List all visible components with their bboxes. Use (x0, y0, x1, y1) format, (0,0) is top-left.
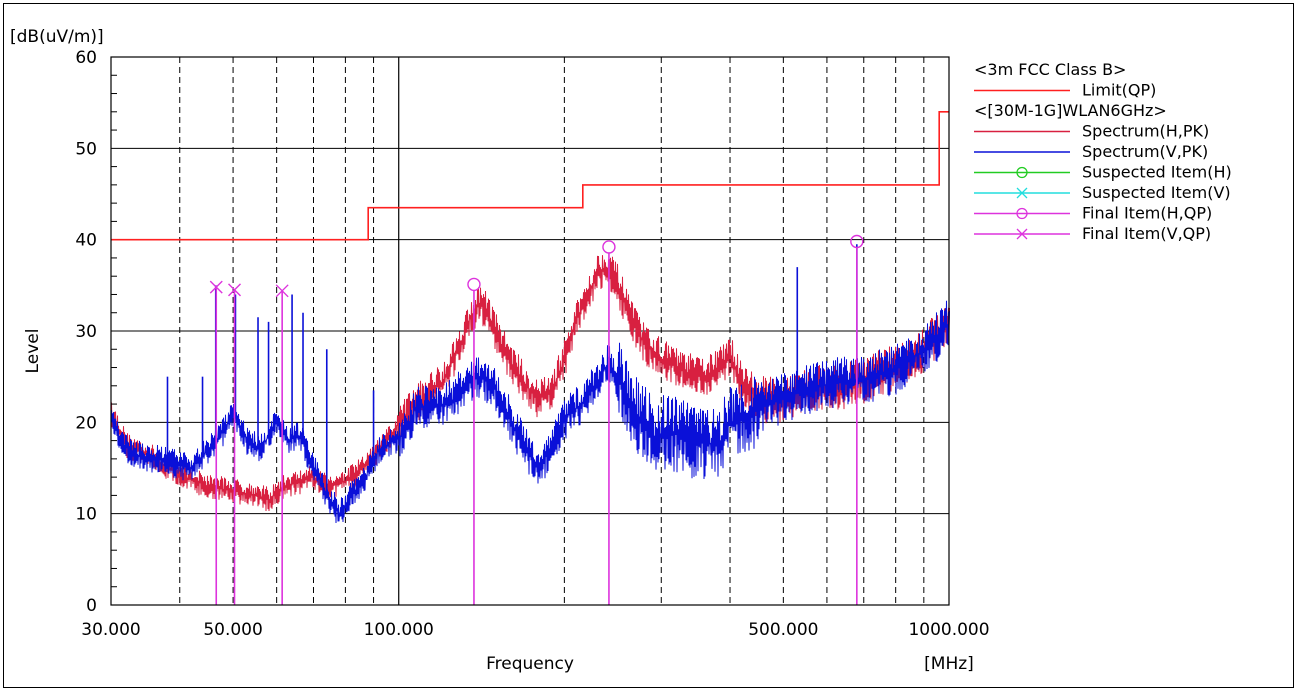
x-axis-label: Frequency (486, 654, 574, 674)
y-tick-label: 10 (75, 505, 97, 525)
y-tick-label: 40 (75, 231, 97, 251)
legend-label: Spectrum(V,PK) (1082, 142, 1208, 161)
x-tick-label: 500.000 (748, 620, 818, 640)
final-item-h-marker (850, 234, 864, 249)
y-tick-label: 0 (86, 596, 97, 616)
legend: <3m FCC Class B> Limit(QP)<[30M-1G]WLAN6G… (974, 60, 1232, 243)
final-item-h-marker (467, 277, 481, 292)
x-tick-label: 1000.000 (908, 620, 989, 640)
final-item-v-marker (228, 283, 242, 297)
legend-marker-circle (1016, 166, 1028, 179)
x-tick-label: 30.000 (81, 620, 140, 640)
y-tick-label: 50 (75, 139, 97, 159)
final-item-v-marker (209, 280, 223, 294)
legend-label: Spectrum(H,PK) (1082, 122, 1209, 141)
legend-label: Limit(QP) (1082, 81, 1156, 100)
x-unit-label: [MHz] (924, 654, 974, 674)
legend-header: <[30M-1G]WLAN6GHz> (974, 101, 1167, 120)
y-axis-label: Level (23, 329, 43, 374)
grid (111, 57, 949, 605)
x-tick-label: 50.000 (203, 620, 262, 640)
legend-label: Final Item(V,QP) (1082, 224, 1211, 243)
y-tick-label: 30 (75, 322, 97, 342)
x-tick-label: 100.000 (364, 620, 434, 640)
plot-border (110, 56, 950, 606)
legend-label: Final Item(H,QP) (1082, 204, 1212, 223)
legend-marker-x (1016, 187, 1028, 199)
legend-label: Suspected Item(H) (1082, 163, 1232, 182)
plot-area (110, 111, 950, 524)
series-limit-qp (111, 111, 949, 241)
legend-marker-circle (1016, 207, 1028, 220)
series-spectrum-v-pk (110, 300, 950, 524)
final-item-v-marker (275, 284, 289, 298)
axes: 0 10 20 30 40 50 60 30.000 50.000 100.000 500.000 1… (75, 48, 989, 640)
legend-label: Suspected Item(V) (1082, 183, 1231, 202)
legend-marker-x (1016, 228, 1028, 240)
markers (209, 234, 864, 605)
final-item-h-marker (602, 240, 616, 254)
y-tick-label: 20 (75, 413, 97, 433)
y-tick-label: 60 (75, 48, 97, 68)
y-unit-label: [dB(uV/m)] (10, 27, 104, 47)
legend-header: <3m FCC Class B> (974, 60, 1126, 79)
